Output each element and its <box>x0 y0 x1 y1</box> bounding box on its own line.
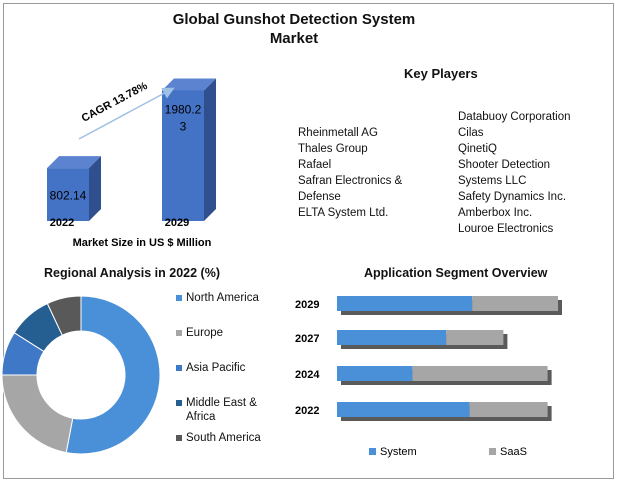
key-player-item: Databuoy Corporation <box>458 111 571 123</box>
application-bar-segment <box>446 330 504 345</box>
legend-label: Europe <box>186 327 224 339</box>
application-tick-label: 2029 <box>295 299 319 311</box>
key-player-item: Cilas <box>458 127 484 139</box>
market-size-value-label: 802.14 <box>50 189 87 203</box>
application-tick-label: 2024 <box>295 369 320 381</box>
regional-donut-chart <box>1 295 161 455</box>
market-size-tick-label: 2029 <box>165 217 189 229</box>
application-legend-label: System <box>380 446 417 458</box>
legend-swatch <box>176 365 182 371</box>
application-chart: 2029 2027 2024 2022 System SaaS <box>295 296 562 458</box>
page-title: Global Gunshot Detection System Market <box>172 11 416 47</box>
market-size-chart: 802.14 1980.2 3 CAGR 13.78% 2022 2029 Marke… <box>47 78 216 249</box>
market-size-value-label: 1980.2 3 <box>165 102 202 133</box>
application-legend-swatch <box>369 448 376 455</box>
key-player-item: Rafael <box>298 159 332 171</box>
legend-label: Asia Pacific <box>186 362 246 374</box>
legend-label: South America <box>186 432 261 444</box>
legend-swatch <box>176 435 182 441</box>
key-player-item: Defense <box>298 191 341 203</box>
market-size-bar <box>162 78 216 222</box>
donut-slice <box>46 295 82 336</box>
application-legend-swatch <box>489 448 496 455</box>
application-bar-segment <box>337 296 473 311</box>
legend-swatch <box>176 330 182 336</box>
application-bar-segment <box>337 366 413 381</box>
key-player-item: Rheinmetall AG <box>298 127 378 139</box>
key-player-item: Thales Group <box>298 143 368 155</box>
legend-label: Middle East & Africa <box>186 397 257 423</box>
application-bar-segment <box>337 330 447 345</box>
donut-slice <box>1 374 74 454</box>
application-bar-segment <box>472 296 558 311</box>
legend-swatch <box>176 400 182 406</box>
market-size-tick-label: 2022 <box>50 217 74 229</box>
key-player-item: Shooter Detection <box>458 159 551 171</box>
application-bar-segment <box>412 366 548 381</box>
legend-swatch <box>176 295 182 301</box>
key-players-left-list: Rheinmetall AG Thales Group Rafael Safran E… <box>298 125 423 221</box>
key-player-item: QinetiQ <box>458 143 497 155</box>
market-size-bar <box>47 156 101 221</box>
regional-title: Regional Analysis in 2022 (%) <box>44 266 220 280</box>
application-bar-segment <box>469 402 548 417</box>
application-tick-label: 2027 <box>295 333 319 345</box>
key-player-item: Amberbox Inc. <box>458 207 533 219</box>
cagr-arrow <box>78 87 175 140</box>
key-players-right-list: Databuoy Corporation Cilas QinetiQ Shooter … <box>458 109 598 237</box>
key-player-item: Systems LLC <box>458 175 527 187</box>
cagr-label: CAGR 13.78% <box>80 80 150 125</box>
key-player-item: Safran Electronics & <box>298 175 403 187</box>
application-title: Application Segment Overview <box>364 266 548 280</box>
legend-label: North America <box>186 292 259 304</box>
key-player-item: Safety Dynamics Inc. <box>458 191 567 203</box>
infographic: Global Gunshot Detection System Market 8… <box>1 3 614 479</box>
key-player-item: ELTA System Ltd. <box>298 207 389 219</box>
application-bar-segment <box>337 402 470 417</box>
donut-slice <box>65 295 161 455</box>
market-size-axis-label: Market Size in US $ Million <box>73 237 212 249</box>
application-legend-label: SaaS <box>500 446 527 458</box>
key-player-item: Louroe Electronics <box>458 223 554 235</box>
key-players-title: Key Players <box>404 66 478 81</box>
application-tick-label: 2022 <box>295 405 319 417</box>
